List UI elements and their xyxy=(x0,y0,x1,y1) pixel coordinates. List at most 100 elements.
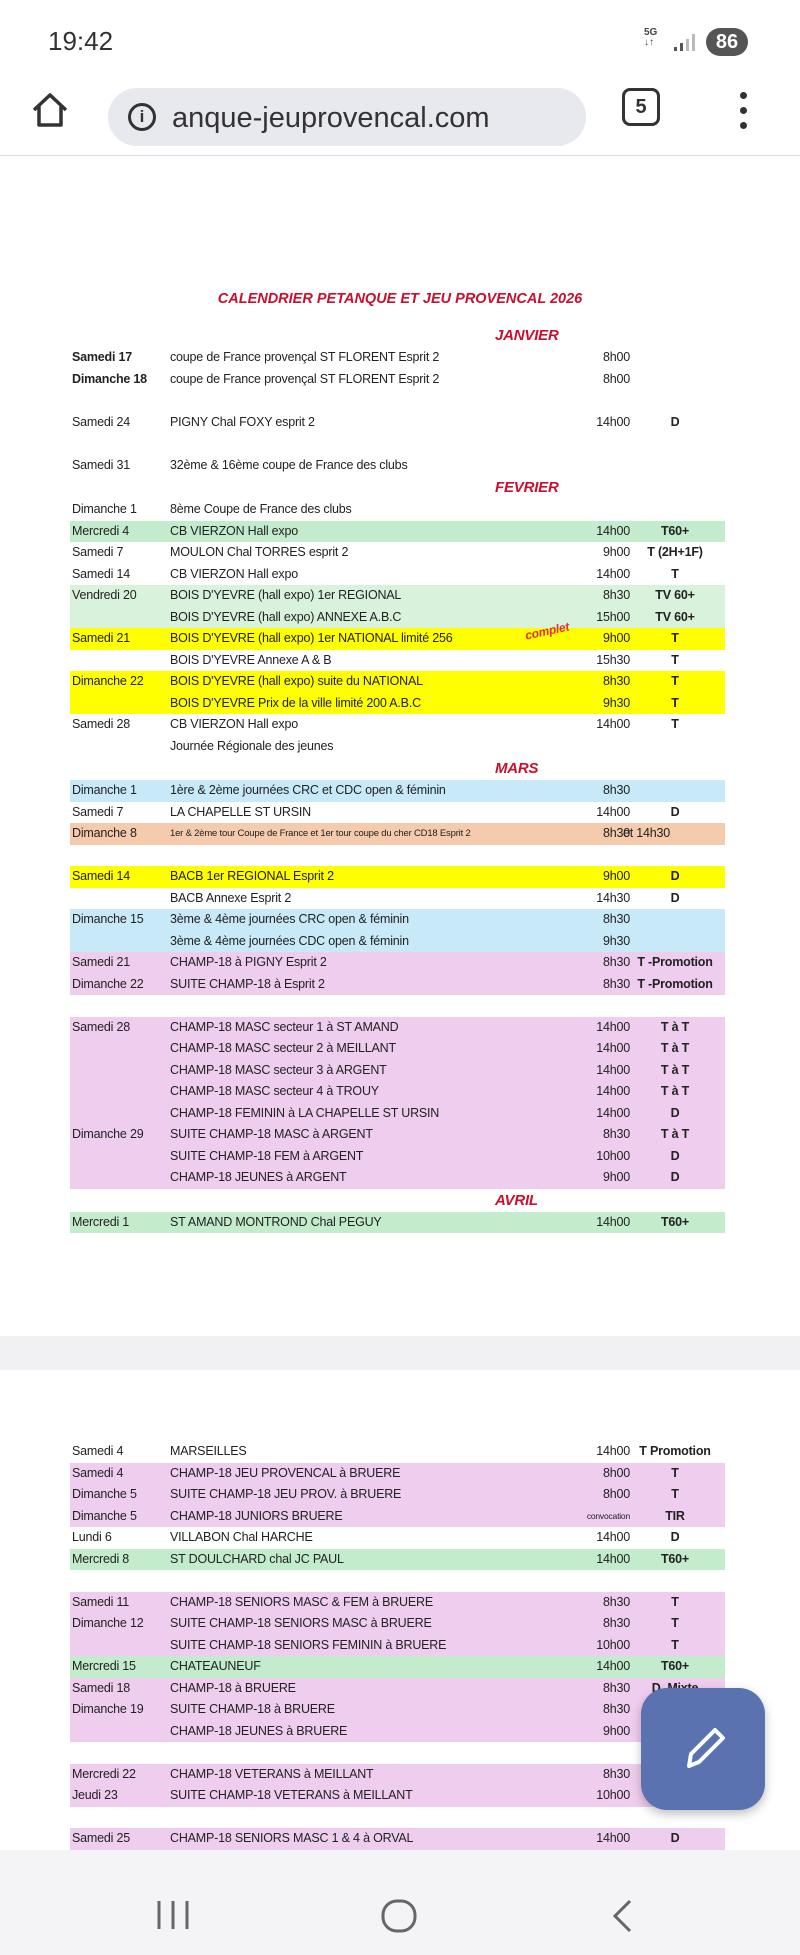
table-row: Mercredi 1 ST AMAND MONTROND Chal PEGUY 14… xyxy=(70,1211,725,1233)
table-row: BOIS D'YEVRE (hall expo) ANNEXE A.B.C 15h… xyxy=(70,606,725,628)
event-time: 14h00 xyxy=(596,1105,630,1120)
event-date: Samedi 4 xyxy=(72,1444,124,1458)
event-name: PIGNY Chal FOXY esprit 2 xyxy=(170,414,315,429)
event-name: CHATEAUNEUF xyxy=(170,1659,261,1673)
event-date: Samedi 7 xyxy=(72,804,124,819)
event-category: T à T xyxy=(660,1062,690,1077)
table-row: Mercredi 22 CHAMP-18 VETERANS à MEILLANT 8… xyxy=(70,1763,725,1785)
event-time: 14h00 xyxy=(596,414,630,429)
edit-button[interactable] xyxy=(641,1688,765,1810)
event-time: 8h30 xyxy=(602,783,630,797)
tab-switcher-button[interactable]: 5 xyxy=(622,88,660,126)
event-category: T à T xyxy=(660,1019,690,1034)
event-name: SUITE CHAMP-18 à BRUERE xyxy=(170,1702,335,1716)
table-row: Samedi 7 LA CHAPELLE ST URSIN 14h00 D xyxy=(70,802,725,824)
event-category: et 14h30 xyxy=(623,826,671,840)
event-date: Dimanche 29 xyxy=(72,1127,144,1141)
event-category: T Promotion xyxy=(639,1444,711,1458)
event-date: Mercredi 4 xyxy=(72,523,130,538)
event-date: Mercredi 15 xyxy=(72,1659,136,1673)
home-icon[interactable] xyxy=(380,1898,418,1934)
event-name: CHAMP-18 à PIGNY Esprit 2 xyxy=(170,955,327,969)
event-time: 8h00 xyxy=(602,350,630,364)
event-name: 32ème & 16ème coupe de France des clubs xyxy=(170,457,408,472)
event-name: BOIS D'YEVRE (hall expo) 1er REGIONAL xyxy=(170,588,402,602)
table-row: Dimanche 1 8ème Coupe de France des clubs xyxy=(70,499,725,521)
event-category: D xyxy=(670,1831,680,1845)
event-time: 8h00 xyxy=(602,1487,630,1501)
event-name: CHAMP-18 MASC secteur 1 à ST AMAND xyxy=(170,1019,399,1034)
event-date: Samedi 14 xyxy=(72,869,130,883)
event-time: 14h00 xyxy=(596,1084,630,1098)
event-time: 8h30 xyxy=(602,955,630,969)
event-name: CHAMP-18 JEUNES à BRUERE xyxy=(170,1723,348,1738)
event-name: CHAMP-18 JEUNES à ARGENT xyxy=(170,1170,347,1184)
event-date: Mercredi 8 xyxy=(72,1551,130,1566)
month-heading: AVRIL xyxy=(495,1191,538,1209)
event-time: 14h00 xyxy=(596,717,630,731)
address-bar[interactable]: i anque-jeuprovencal.com xyxy=(108,88,586,146)
recent-apps-icon[interactable] xyxy=(156,1898,190,1932)
event-category: T -Promotion xyxy=(637,976,713,991)
table-row: Mercredi 15 CHATEAUNEUF 14h00 T60+ xyxy=(70,1656,725,1678)
event-date: Lundi 6 xyxy=(72,1530,112,1544)
page-separator xyxy=(0,1336,800,1370)
event-name: CHAMP-18 MASC secteur 2 à MEILLANT xyxy=(170,1041,396,1055)
table-row: Samedi 4 MARSEILLES 14h00 T Promotion xyxy=(70,1441,725,1463)
clock: 19:42 xyxy=(48,26,114,56)
event-time: 8h30 xyxy=(602,588,630,602)
event-date: Mercredi 22 xyxy=(72,1766,136,1781)
url-text[interactable]: anque-jeuprovencal.com xyxy=(172,102,490,134)
page-title: CALENDRIER PETANQUE ET JEU PROVENCAL 202… xyxy=(217,291,583,307)
event-time: 14h30 xyxy=(596,890,630,905)
event-category: TIR xyxy=(665,1508,685,1523)
network-label: 5G xyxy=(644,27,658,38)
table-row: Dimanche 1 1ère & 2ème journées CRC et CD… xyxy=(70,780,725,802)
table-row: Dimanche 5 SUITE CHAMP-18 JEU PROV. à BRU… xyxy=(70,1484,725,1506)
event-category: T60+ xyxy=(660,1551,690,1566)
event-name: SUITE CHAMP-18 SENIORS MASC à BRUERE xyxy=(170,1616,432,1630)
event-category: T60+ xyxy=(660,1214,690,1229)
table-row: Samedi 17 coupe de France provençal ST FL… xyxy=(70,347,725,369)
event-name: CHAMP-18 FEMININ à LA CHAPELLE ST URSIN xyxy=(170,1105,440,1120)
signal-icon xyxy=(674,34,695,51)
event-time: 14h00 xyxy=(596,1062,630,1077)
event-name: 3ème & 4ème journées CDC open & féminin xyxy=(170,933,409,948)
table-row: Dimanche 8 1er & 2ème tour Coupe de Franc… xyxy=(70,823,725,845)
back-icon[interactable] xyxy=(610,1898,634,1934)
event-category: T à T xyxy=(660,1127,690,1141)
home-icon[interactable] xyxy=(30,90,70,130)
event-category: T xyxy=(671,1637,679,1652)
event-name: CB VIERZON Hall expo xyxy=(170,717,298,731)
table-row: 3ème & 4ème journées CDC open & féminin 9… xyxy=(70,930,725,952)
event-time: 8h00 xyxy=(602,1465,630,1480)
system-nav-bar xyxy=(0,1850,800,1955)
table-row: Journée Régionale des jeunes xyxy=(70,736,725,758)
event-name: MARSEILLES xyxy=(170,1444,247,1458)
event-category: T xyxy=(671,631,679,645)
event-time: 8h30 xyxy=(602,674,630,688)
table-row: BOIS D'YEVRE Prix de la ville limité 200… xyxy=(70,692,725,714)
browser-toolbar: i anque-jeuprovencal.com 5 xyxy=(0,70,800,156)
table-row: Lundi 6 VILLABON Chal HARCHE 14h00 D xyxy=(70,1527,725,1549)
calendar-page-2: Samedi 4 MARSEILLES 14h00 T Promotion Samedi… xyxy=(70,1441,725,1850)
event-name: 3ème & 4ème journées CRC open & féminin xyxy=(170,912,409,926)
event-time: 14h00 xyxy=(596,1019,630,1034)
pencil-icon xyxy=(687,1728,725,1768)
event-date: Samedi 4 xyxy=(72,1465,124,1480)
table-row: Dimanche 22 BOIS D'YEVRE (hall expo) suit… xyxy=(70,671,725,693)
month-heading: JANVIER xyxy=(495,327,559,344)
event-date: Samedi 24 xyxy=(72,414,130,429)
event-category: T (2H+1F) xyxy=(647,545,703,559)
more-menu-icon[interactable] xyxy=(740,92,748,134)
info-icon[interactable]: i xyxy=(128,103,156,131)
table-row: CHAMP-18 MASC secteur 4 à TROUY 14h00 T à … xyxy=(70,1081,725,1103)
event-name: ST AMAND MONTROND Chal PEGUY xyxy=(170,1214,382,1229)
table-row: Samedi 4 CHAMP-18 JEU PROVENCAL à BRUERE 8… xyxy=(70,1462,725,1484)
event-date: Dimanche 22 xyxy=(72,976,144,991)
blank-row xyxy=(70,1742,725,1764)
event-time: 14h00 xyxy=(596,1041,630,1055)
event-date: Dimanche 5 xyxy=(72,1487,137,1501)
event-name: BOIS D'YEVRE Prix de la ville limité 200… xyxy=(170,695,421,710)
